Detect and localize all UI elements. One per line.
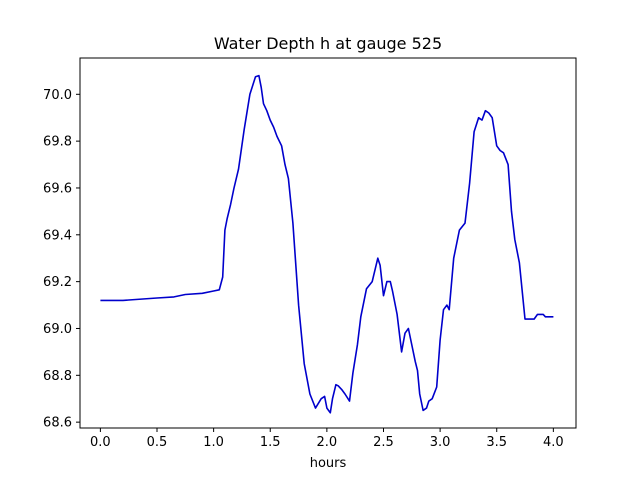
y-tick-label: 69.0 bbox=[43, 322, 72, 337]
x-tick-label: 1.5 bbox=[260, 435, 281, 450]
x-tick-label: 4.0 bbox=[543, 435, 564, 450]
y-tick-label: 70.0 bbox=[43, 88, 72, 103]
series-line-0 bbox=[100, 74, 554, 414]
x-axis-ticks: 0.0 0.5 1.0 1.5 2.0 2.5 3.0 3.5 4.0 bbox=[90, 428, 564, 450]
x-axis-label: hours bbox=[310, 456, 347, 471]
x-tick-label: 3.5 bbox=[486, 435, 507, 450]
y-tick-label: 69.2 bbox=[43, 275, 72, 290]
y-tick-label: 69.6 bbox=[43, 181, 72, 196]
chart-title: Water Depth h at gauge 525 bbox=[214, 34, 442, 53]
y-tick-label: 69.4 bbox=[43, 228, 72, 243]
x-tick-label: 0.0 bbox=[90, 435, 111, 450]
y-tick-label: 68.8 bbox=[43, 369, 72, 384]
axes-frame bbox=[79, 57, 577, 429]
plot-area bbox=[79, 57, 577, 429]
y-tick-label: 69.8 bbox=[43, 135, 72, 150]
x-tick-label: 2.5 bbox=[373, 435, 394, 450]
x-tick-label: 3.0 bbox=[430, 435, 451, 450]
x-tick-label: 2.0 bbox=[317, 435, 338, 450]
y-axis-ticks: 68.6 68.8 69.0 69.2 69.4 69.6 69.8 70.0 bbox=[43, 88, 80, 431]
x-tick-label: 1.0 bbox=[203, 435, 224, 450]
y-tick-label: 68.6 bbox=[43, 416, 72, 431]
x-tick-label: 0.5 bbox=[147, 435, 168, 450]
